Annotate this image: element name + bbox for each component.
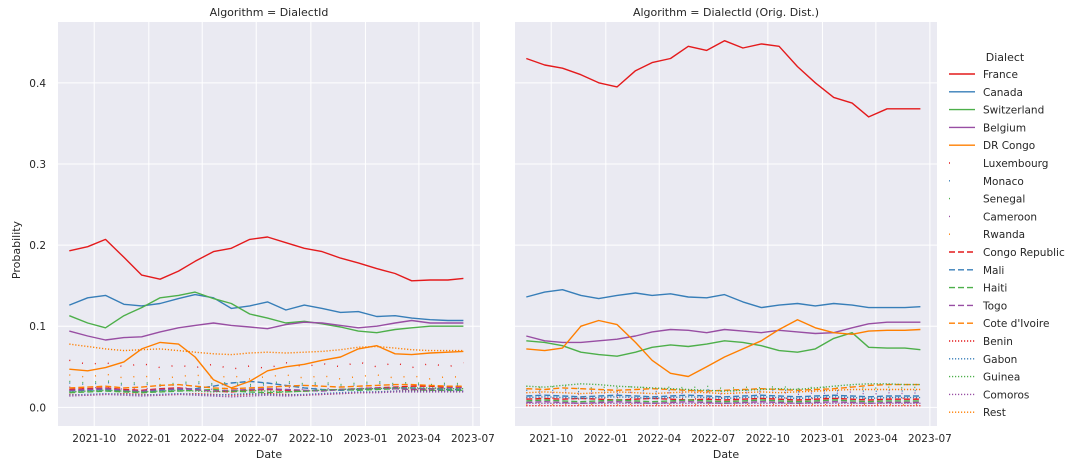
legend-label-dr-congo: DR Congo	[983, 140, 1035, 152]
y-tick-label: 0.1	[29, 321, 46, 333]
legend-label-switzerland: Switzerland	[983, 105, 1044, 117]
x-tick-label: 2022-01	[127, 433, 171, 445]
panel-2: 2021-10 2022-01 2022-04 2022-07 2022-10 2023-…	[515, 6, 952, 461]
x-tick-label: 2023-01	[344, 433, 388, 445]
plot-area	[515, 22, 937, 426]
series-line-guinea	[526, 383, 921, 392]
panel-title: Algorithm = DialectId (Orig. Dist.)	[633, 6, 819, 19]
legend-label-rwanda: Rwanda	[983, 229, 1025, 241]
legend-label-haiti: Haiti	[983, 283, 1007, 295]
x-tick-label: 2022-01	[584, 433, 628, 445]
legend-label-cote-d-ivoire: Cote d'Ivoire	[983, 318, 1049, 330]
series-line-switzerland	[69, 291, 464, 334]
series-line-haiti	[69, 388, 464, 394]
series-line-mali	[526, 394, 921, 398]
legend-label-mali: Mali	[983, 265, 1004, 277]
series-line-gabon	[526, 396, 921, 400]
legend-label-guinea: Guinea	[983, 372, 1020, 384]
legend-label-monaco: Monaco	[983, 176, 1024, 188]
series-line-switzerland	[526, 332, 921, 357]
y-axis-label: Probability	[10, 220, 23, 279]
legend-title: Dialect	[986, 51, 1025, 64]
series-line-haiti	[526, 399, 921, 403]
legend-label-rest: Rest	[983, 407, 1006, 419]
legend-label-benin: Benin	[983, 336, 1013, 348]
x-tick-label: 2021-10	[72, 433, 116, 445]
y-tick-label: 0.2	[29, 240, 46, 252]
panel-1: 2021-10 2022-01 2022-04 2022-07 2022-10 2023-…	[29, 6, 495, 461]
x-tick-label: 2023-04	[397, 433, 441, 445]
series-line-canada	[526, 289, 921, 309]
legend: France Canada Switzerland Belgium DR Congo Lu…	[949, 69, 1065, 419]
x-tick-label: 2022-07	[691, 433, 735, 445]
legend-label-comoros: Comoros	[983, 389, 1029, 401]
x-tick-label: 2021-10	[529, 433, 573, 445]
x-tick-label: 2023-07	[908, 433, 952, 445]
legend-label-belgium: Belgium	[983, 122, 1026, 134]
x-axis-label: Date	[256, 448, 283, 461]
series-line-benin	[69, 389, 464, 396]
series-line-dr-congo	[69, 341, 464, 389]
series-line-france	[526, 40, 921, 118]
x-tick-label: 2022-04	[637, 433, 681, 445]
series-line-guinea	[69, 387, 464, 393]
y-tick-label: 0.3	[29, 159, 46, 171]
legend-label-congo-republic: Congo Republic	[983, 247, 1065, 259]
series-line-congo-republic	[69, 385, 464, 393]
series-line-gabon	[69, 390, 464, 396]
x-tick-label: 2022-07	[234, 433, 278, 445]
series-line-belgium	[69, 319, 464, 341]
legend-label-gabon: Gabon	[983, 354, 1017, 366]
series-line-togo	[69, 387, 464, 392]
y-tick-label: 0.0	[29, 402, 46, 414]
legend-label-senegal: Senegal	[983, 194, 1025, 206]
x-tick-label: 2023-01	[801, 433, 845, 445]
series-line-france	[69, 236, 464, 282]
legend-label-cameroon: Cameroon	[983, 211, 1037, 223]
legend-label-togo: Togo	[982, 300, 1007, 312]
series-line-comoros	[69, 391, 464, 398]
series-line-rest	[69, 343, 464, 356]
series-line-luxembourg	[69, 359, 464, 370]
x-axis-label: Date	[713, 448, 740, 461]
series-line-belgium	[526, 321, 921, 344]
series-line-congo-republic	[526, 397, 921, 401]
series-line-cote-d-ivoire	[69, 383, 464, 390]
series-line-dr-congo	[526, 319, 921, 378]
legend-label-canada: Canada	[983, 87, 1023, 99]
y-tick-label: 0.4	[29, 78, 46, 90]
x-tick-label: 2022-10	[289, 433, 333, 445]
x-tick-label: 2022-10	[746, 433, 790, 445]
legend-label-luxembourg: Luxembourg	[983, 158, 1048, 170]
x-tick-label: 2022-04	[180, 433, 224, 445]
legend-label-france: France	[983, 69, 1018, 81]
series-line-cote-d-ivoire	[526, 383, 921, 392]
series-line-rest	[526, 388, 921, 395]
x-tick-label: 2023-07	[451, 433, 495, 445]
x-tick-label: 2023-04	[854, 433, 898, 445]
panel-title: Algorithm = DialectId	[210, 6, 329, 19]
series-line-canada	[69, 293, 464, 322]
